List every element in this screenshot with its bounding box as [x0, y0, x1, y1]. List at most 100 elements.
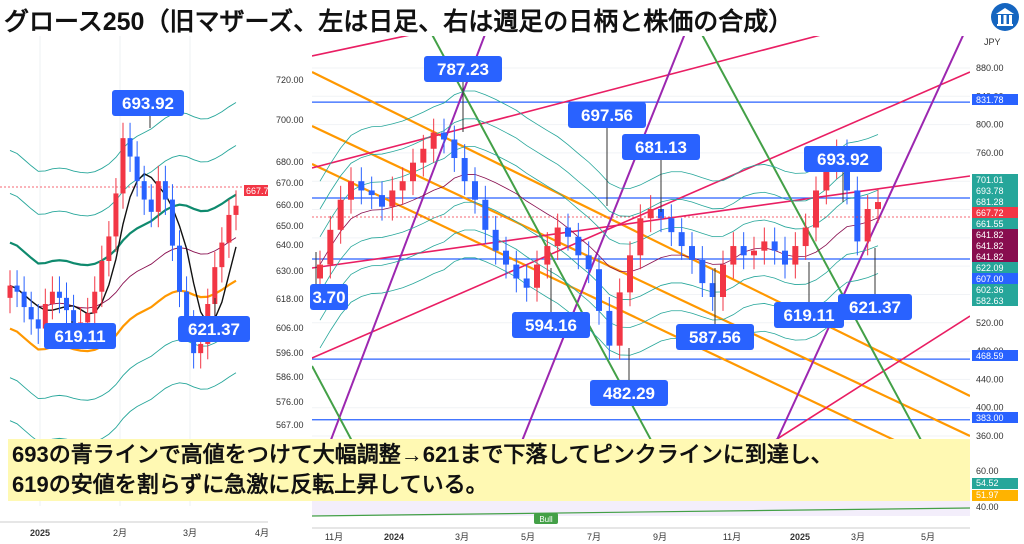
candle-body — [523, 278, 530, 288]
y-tick-right: 360.00 — [976, 431, 1004, 441]
caption-box: 693の青ラインで高値をつけて大幅調整→621まで下落してピンクラインに到達し、… — [8, 439, 970, 501]
candle-body — [71, 310, 77, 326]
price-level-label: 641.82 — [976, 241, 1004, 251]
callout-label: 697.56 — [581, 106, 633, 125]
candle-body — [42, 304, 48, 329]
channel-line — [312, 125, 970, 437]
price-level-label: 622.09 — [976, 263, 1004, 273]
candle-body — [740, 246, 747, 256]
channel-line — [312, 163, 970, 477]
callout-box — [178, 316, 250, 342]
candle-body — [56, 291, 62, 298]
y-tick-left: 567.00 — [276, 420, 304, 430]
osc-value-label: 54.52 — [976, 478, 999, 488]
callout-box — [804, 146, 882, 172]
price-level-label: 641.82 — [976, 230, 1004, 240]
price-level-label: 681.28 — [976, 197, 1004, 207]
candle-body — [141, 181, 147, 200]
x-tick-label: 4月 — [255, 528, 268, 538]
candle-body — [616, 292, 623, 346]
candle-body — [155, 181, 161, 212]
candle-body — [85, 313, 91, 323]
callout-label: 482.29 — [603, 384, 655, 403]
price-level-tag — [972, 284, 1018, 295]
y-tick-left: 606.00 — [276, 323, 304, 333]
candle-body — [233, 205, 239, 215]
price-level-label: 468.59 — [976, 351, 1004, 361]
x-tick-label: 2024 — [384, 532, 404, 542]
price-level-tag — [972, 251, 1018, 262]
candle-body — [699, 259, 706, 284]
candle-body — [792, 246, 799, 265]
current-price-label: 667.72 — [246, 186, 268, 196]
price-level-label: 383.00 — [976, 413, 1004, 423]
candle-body — [689, 246, 695, 260]
candle-body — [554, 227, 561, 247]
weekly-band — [319, 257, 879, 356]
candle-body — [198, 343, 204, 354]
callout-label: 619.11 — [54, 327, 105, 346]
y-tick-left: 630.00 — [276, 266, 304, 276]
price-level-tag — [972, 218, 1018, 229]
candle-body — [410, 162, 416, 182]
callout-box — [622, 134, 700, 160]
oscillator-trend — [311, 507, 971, 517]
callout-label: 693.92 — [122, 94, 174, 113]
candle-body — [761, 241, 768, 251]
candle-body — [854, 190, 861, 242]
callout-box — [512, 312, 590, 338]
candle-body — [162, 181, 168, 200]
candle-body — [49, 291, 55, 304]
callout-label: 681.13 — [635, 138, 687, 157]
x-tick-label: 5月 — [521, 532, 535, 542]
y-tick-left: 586.00 — [276, 372, 304, 382]
candle-body — [317, 264, 323, 279]
currency-label: JPY — [984, 37, 1001, 47]
candle-body — [169, 199, 175, 246]
osc-value-tag — [972, 490, 1018, 501]
weekly-band — [319, 90, 879, 189]
y-tick-left: 640.00 — [276, 240, 304, 250]
y-tick-left: 618.00 — [276, 294, 304, 304]
price-level-tag — [972, 207, 1018, 218]
callout-label: 3.70 — [312, 288, 345, 307]
price-level-label: 602.36 — [976, 285, 1004, 295]
candle-body — [35, 319, 41, 329]
x-tick-label: 3月 — [455, 532, 469, 542]
caption-line-2: 619の安値を割らずに急激に反転上昇している。 — [12, 472, 488, 497]
price-level-tag — [972, 273, 1018, 284]
candle-body — [379, 195, 385, 207]
candle-body — [472, 181, 478, 200]
price-level-tag — [972, 240, 1018, 251]
channel-line — [312, 36, 821, 169]
y-tick-left: 680.00 — [276, 157, 304, 167]
x-tick-label: 11月 — [723, 532, 741, 542]
callout-box — [44, 323, 116, 349]
candle-body — [730, 246, 737, 265]
candle-body — [99, 261, 105, 292]
y-tick-left: 720.00 — [276, 75, 304, 85]
candle-body — [647, 208, 654, 219]
channel-line — [741, 36, 964, 516]
page-title: グロース250（旧マザーズ、左は日足、右は週足の日柄と株価の合成） — [4, 8, 794, 36]
callout-box — [112, 90, 184, 116]
channel-line — [312, 36, 410, 57]
candle-body — [565, 227, 571, 237]
current-price-tag — [244, 185, 268, 196]
candle-body — [399, 181, 406, 191]
price-level-tag — [972, 229, 1018, 240]
candle-body — [720, 264, 726, 298]
callout-label: 621.37 — [188, 320, 240, 339]
callout-box — [838, 294, 912, 320]
price-level-label: 582.63 — [976, 296, 1004, 306]
callout-box — [424, 56, 502, 82]
candle-body — [482, 199, 489, 230]
channel-line — [312, 36, 486, 493]
x-tick-label: 2025 — [30, 528, 50, 538]
callout-label: 693.92 — [817, 150, 869, 169]
candle-body — [389, 190, 396, 207]
candle-body — [184, 291, 190, 326]
x-tick-label: 7月 — [587, 532, 601, 542]
candle-body — [813, 190, 819, 228]
y-tick-left: 660.00 — [276, 200, 304, 210]
